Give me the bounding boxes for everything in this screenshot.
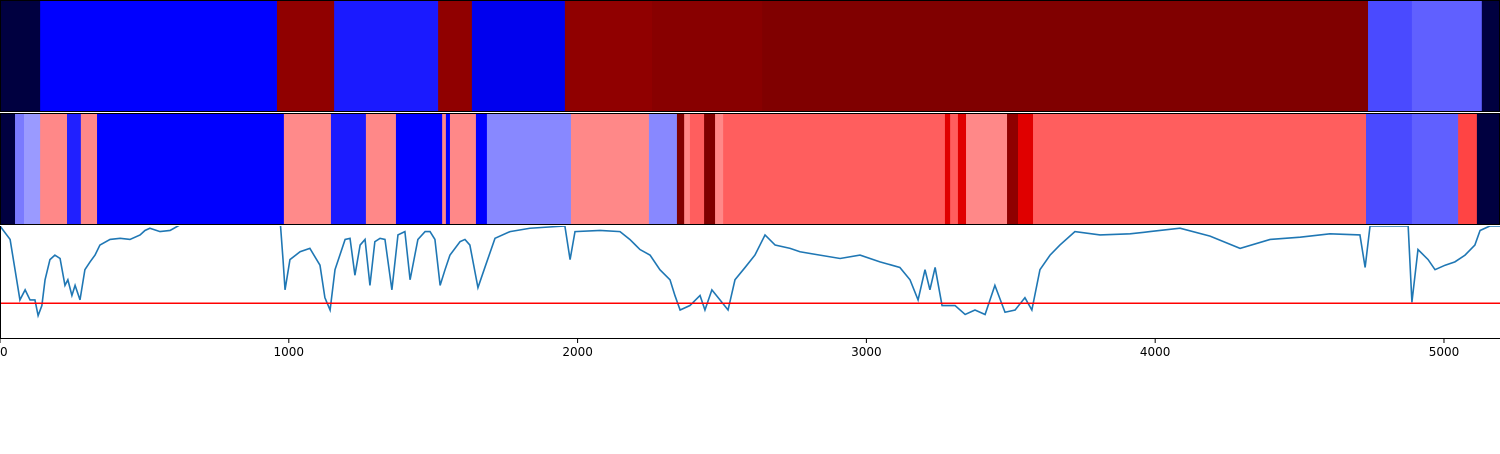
strip-segment <box>40 113 68 225</box>
strip-segment <box>0 0 41 112</box>
strip-segment <box>67 113 82 225</box>
strip-segment <box>438 0 473 112</box>
strip-segment <box>395 113 443 225</box>
x-tick-label: 2000 <box>562 345 593 359</box>
strip-segment <box>97 113 285 225</box>
strip-segment <box>40 0 278 112</box>
strip-segment <box>471 0 566 112</box>
x-tick-label: 3000 <box>851 345 882 359</box>
strip-segment <box>276 0 335 112</box>
strip-segment <box>570 113 650 225</box>
strip-segment <box>957 113 967 225</box>
strip-segment <box>684 113 691 225</box>
strip-segment <box>704 113 716 225</box>
strip-segment <box>1365 113 1413 225</box>
strip-segment <box>0 113 16 225</box>
strip-segment <box>15 113 25 225</box>
strip-segment <box>475 113 488 225</box>
strip-segment <box>723 113 946 225</box>
strip-segment <box>283 113 332 225</box>
strip-segment <box>1458 113 1478 225</box>
x-tick-label: 4000 <box>1140 345 1171 359</box>
strip-segment <box>1411 113 1459 225</box>
strip-segment <box>689 113 705 225</box>
x-tick-label: 5000 <box>1429 345 1460 359</box>
strip-segment <box>365 113 397 225</box>
strip-segment <box>944 113 951 225</box>
strip-segment <box>1018 113 1034 225</box>
x-tick-label: 0 <box>0 345 8 359</box>
strip-segment <box>1411 0 1483 112</box>
strip-segment <box>486 113 572 225</box>
strip-segment <box>762 0 1369 112</box>
strip-segment <box>950 113 959 225</box>
strip-segment <box>23 113 41 225</box>
strip-segment <box>1481 0 1500 112</box>
strip-segment <box>676 113 685 225</box>
strip-segment <box>1476 113 1500 225</box>
strip-segment <box>652 0 763 112</box>
strip-segment <box>564 0 653 112</box>
strip-segment <box>1007 113 1019 225</box>
strip-segment <box>1368 0 1413 112</box>
strip-segment <box>966 113 1008 225</box>
strip-segment <box>715 113 724 225</box>
strip-segment <box>334 0 439 112</box>
strip-segment <box>445 113 451 225</box>
strip-segment <box>80 113 98 225</box>
strip-segment <box>1033 113 1367 225</box>
strip-segment <box>442 113 447 225</box>
x-tick-label: 1000 <box>274 345 305 359</box>
strip-segment <box>330 113 367 225</box>
strip-segment <box>648 113 678 225</box>
strip-segment <box>449 113 477 225</box>
line <box>0 226 1500 319</box>
